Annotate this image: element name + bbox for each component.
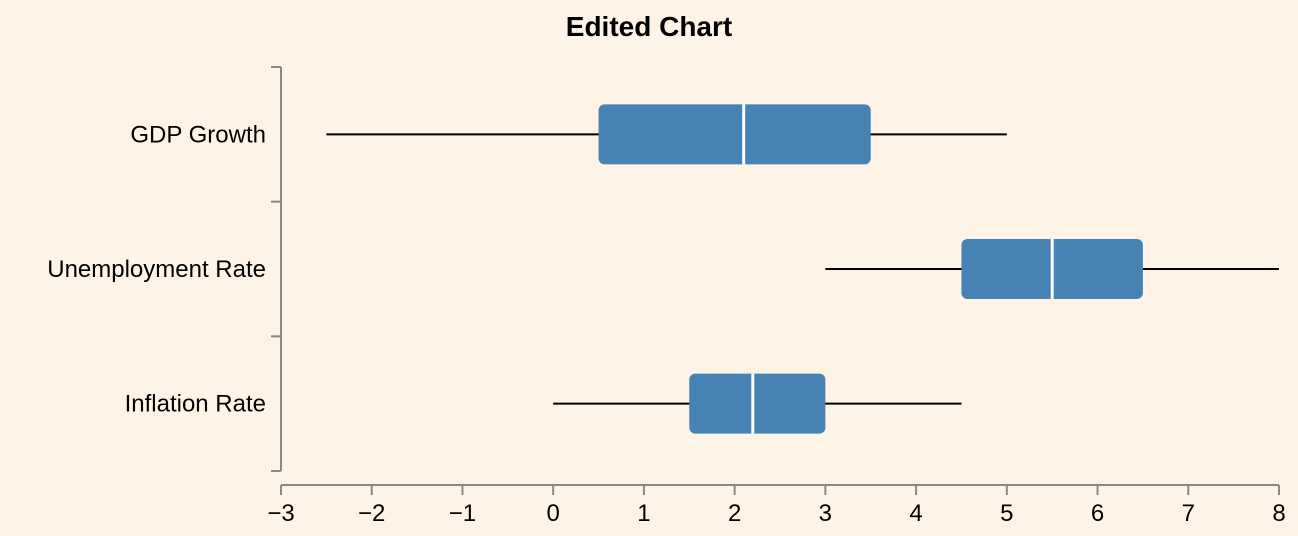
x-tick-label: 0 — [547, 500, 560, 527]
x-tick-label: 6 — [1091, 500, 1104, 527]
iqr-box — [689, 373, 826, 434]
x-tick-label: 4 — [909, 500, 922, 527]
x-tick-label: 1 — [637, 500, 650, 527]
x-tick-label: −2 — [358, 500, 385, 527]
x-tick-label: −1 — [449, 500, 476, 527]
iqr-box — [598, 104, 871, 165]
x-tick-label: 2 — [728, 500, 741, 527]
box-group — [553, 373, 962, 434]
y-category-label: Unemployment Rate — [47, 256, 266, 283]
chart-title: Edited Chart — [566, 11, 732, 42]
x-tick-label: 7 — [1182, 500, 1195, 527]
x-tick-label: −3 — [267, 500, 294, 527]
box-group — [326, 104, 1007, 165]
y-axis: GDP Growth Unemployment Rate Inflation Rat… — [47, 66, 282, 472]
y-category-label: Inflation Rate — [125, 391, 266, 418]
x-tick-label: 3 — [819, 500, 832, 527]
x-tick-label: 5 — [1000, 500, 1013, 527]
box-series — [326, 104, 1279, 434]
y-category-label: GDP Growth — [130, 121, 266, 148]
x-axis: −3 −2 −1 0 1 2 3 4 5 6 7 8 — [267, 484, 1286, 527]
x-tick-label: 8 — [1272, 500, 1285, 527]
box-group — [825, 239, 1279, 299]
